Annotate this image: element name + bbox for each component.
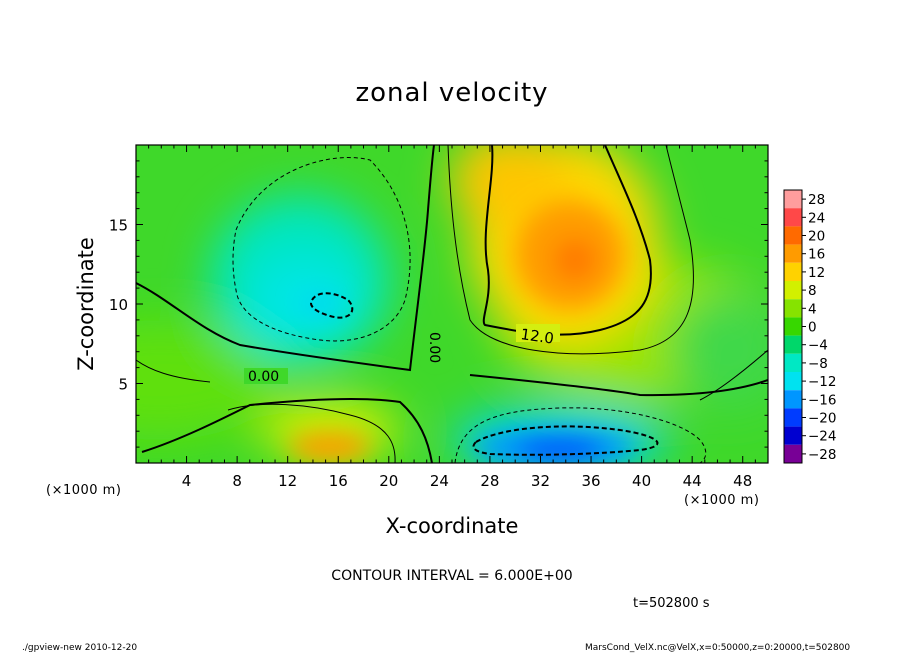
x-unit-left: (×1000 m)	[46, 483, 122, 498]
x-tick-label: 28	[480, 472, 499, 490]
y-tick-label: 15	[109, 217, 128, 235]
y-axis-label: Z-coordinate	[74, 237, 98, 371]
contour-left-edge	[136, 359, 211, 383]
contour-zero-lower	[141, 398, 433, 463]
x-tick-label: 8	[232, 472, 242, 490]
x-unit-right: (×1000 m)	[684, 493, 760, 508]
field-left-warm	[136, 320, 280, 440]
field-surface-orange	[290, 433, 370, 461]
chart-title: zonal velocity	[355, 78, 549, 108]
footer-left: ./gpview-new 2010-12-20	[22, 643, 138, 653]
contour-label-zero-horizontal: 0.00	[248, 369, 279, 385]
contour-zero-right	[469, 374, 768, 397]
field-positive-top	[450, 145, 570, 230]
colorbar-label: −4	[808, 338, 828, 354]
colorbar-swatch	[784, 372, 802, 391]
colorbar-swatch	[784, 335, 802, 354]
colorbar-swatch	[784, 426, 802, 445]
colorbar-swatch	[784, 208, 802, 227]
colorbar-swatch	[784, 390, 802, 409]
field-right-edge	[670, 290, 768, 410]
colorbar: 28 24 20 16 12 8 4 0 −4 −8 −12 −16 −20 −24 −28	[783, 189, 837, 464]
colorbar-label: −16	[808, 392, 837, 408]
colorbar-label: −12	[808, 374, 837, 390]
colorbar-swatch	[784, 281, 802, 300]
colorbar-label: 24	[808, 210, 825, 226]
x-tick-label: 40	[632, 472, 651, 490]
contour-pos-six-surface	[227, 403, 396, 463]
colorbar-swatch	[784, 353, 802, 372]
y-tick-label: 5	[118, 376, 128, 394]
contour-neg-six-surface	[454, 407, 707, 463]
colorbar-swatch	[784, 408, 802, 427]
colorbar-label: 20	[808, 229, 825, 245]
x-tick-label: 20	[379, 472, 398, 490]
colorbar-label: 8	[808, 283, 817, 299]
colorbar-label: 16	[808, 247, 825, 263]
colorbar-label: 4	[808, 301, 817, 317]
contour-label-boxes	[244, 324, 560, 384]
colorbar-label: 0	[808, 320, 817, 336]
colorbar-swatch	[784, 244, 802, 263]
colorbar-label: −24	[808, 429, 837, 445]
contour-neg-surface	[472, 425, 659, 456]
colorbar-label: −28	[808, 447, 837, 463]
y-axis: 5 10 15	[109, 160, 768, 448]
x-tick-label: 32	[531, 472, 550, 490]
x-tick-label: 4	[182, 472, 192, 490]
colorbar-swatch	[784, 226, 802, 245]
contour-zero-upper	[136, 145, 435, 372]
time-label: t=502800 s	[633, 596, 710, 611]
x-axis: 4 8 12 16 20 24 28 32 36 40 44 48	[148, 145, 756, 490]
x-axis-label: X-coordinate	[385, 514, 519, 538]
field-negative-min	[300, 294, 340, 314]
contour-lines	[136, 145, 768, 463]
x-tick-label: 24	[430, 472, 449, 490]
contour-label-twelve: 12.0	[519, 325, 555, 347]
colorbar-label: 28	[808, 192, 825, 208]
footer-right: MarsCond_VelX.nc@VelX,x=0:50000,z=0:2000…	[585, 643, 851, 653]
heatmap-field	[136, 145, 768, 463]
contour-neg-six	[232, 157, 411, 342]
contour-neg-min	[310, 292, 354, 319]
colorbar-label: −8	[808, 356, 828, 372]
contour-label-zero-vertical: 0.00	[426, 332, 442, 363]
y-tick-label: 10	[109, 296, 128, 314]
colorbar-swatch	[784, 444, 802, 463]
colorbar-swatch	[784, 317, 802, 336]
colorbar-swatch	[784, 299, 802, 318]
x-tick-label: 12	[278, 472, 297, 490]
x-tick-label: 36	[581, 472, 600, 490]
x-tick-label: 48	[733, 472, 752, 490]
colorbar-swatch	[784, 262, 802, 281]
field-positive-core	[553, 238, 597, 282]
x-tick-label: 44	[683, 472, 702, 490]
contour-pos-six	[447, 145, 694, 355]
field-surface-deepblue	[515, 438, 605, 462]
contour-interval-text: CONTOUR INTERVAL = 6.000E+00	[331, 568, 573, 584]
x-tick-label: 16	[329, 472, 348, 490]
colorbar-label: −20	[808, 411, 837, 427]
contour-right-edge	[699, 349, 768, 401]
colorbar-label: 12	[808, 265, 825, 281]
colorbar-swatch	[784, 190, 802, 209]
